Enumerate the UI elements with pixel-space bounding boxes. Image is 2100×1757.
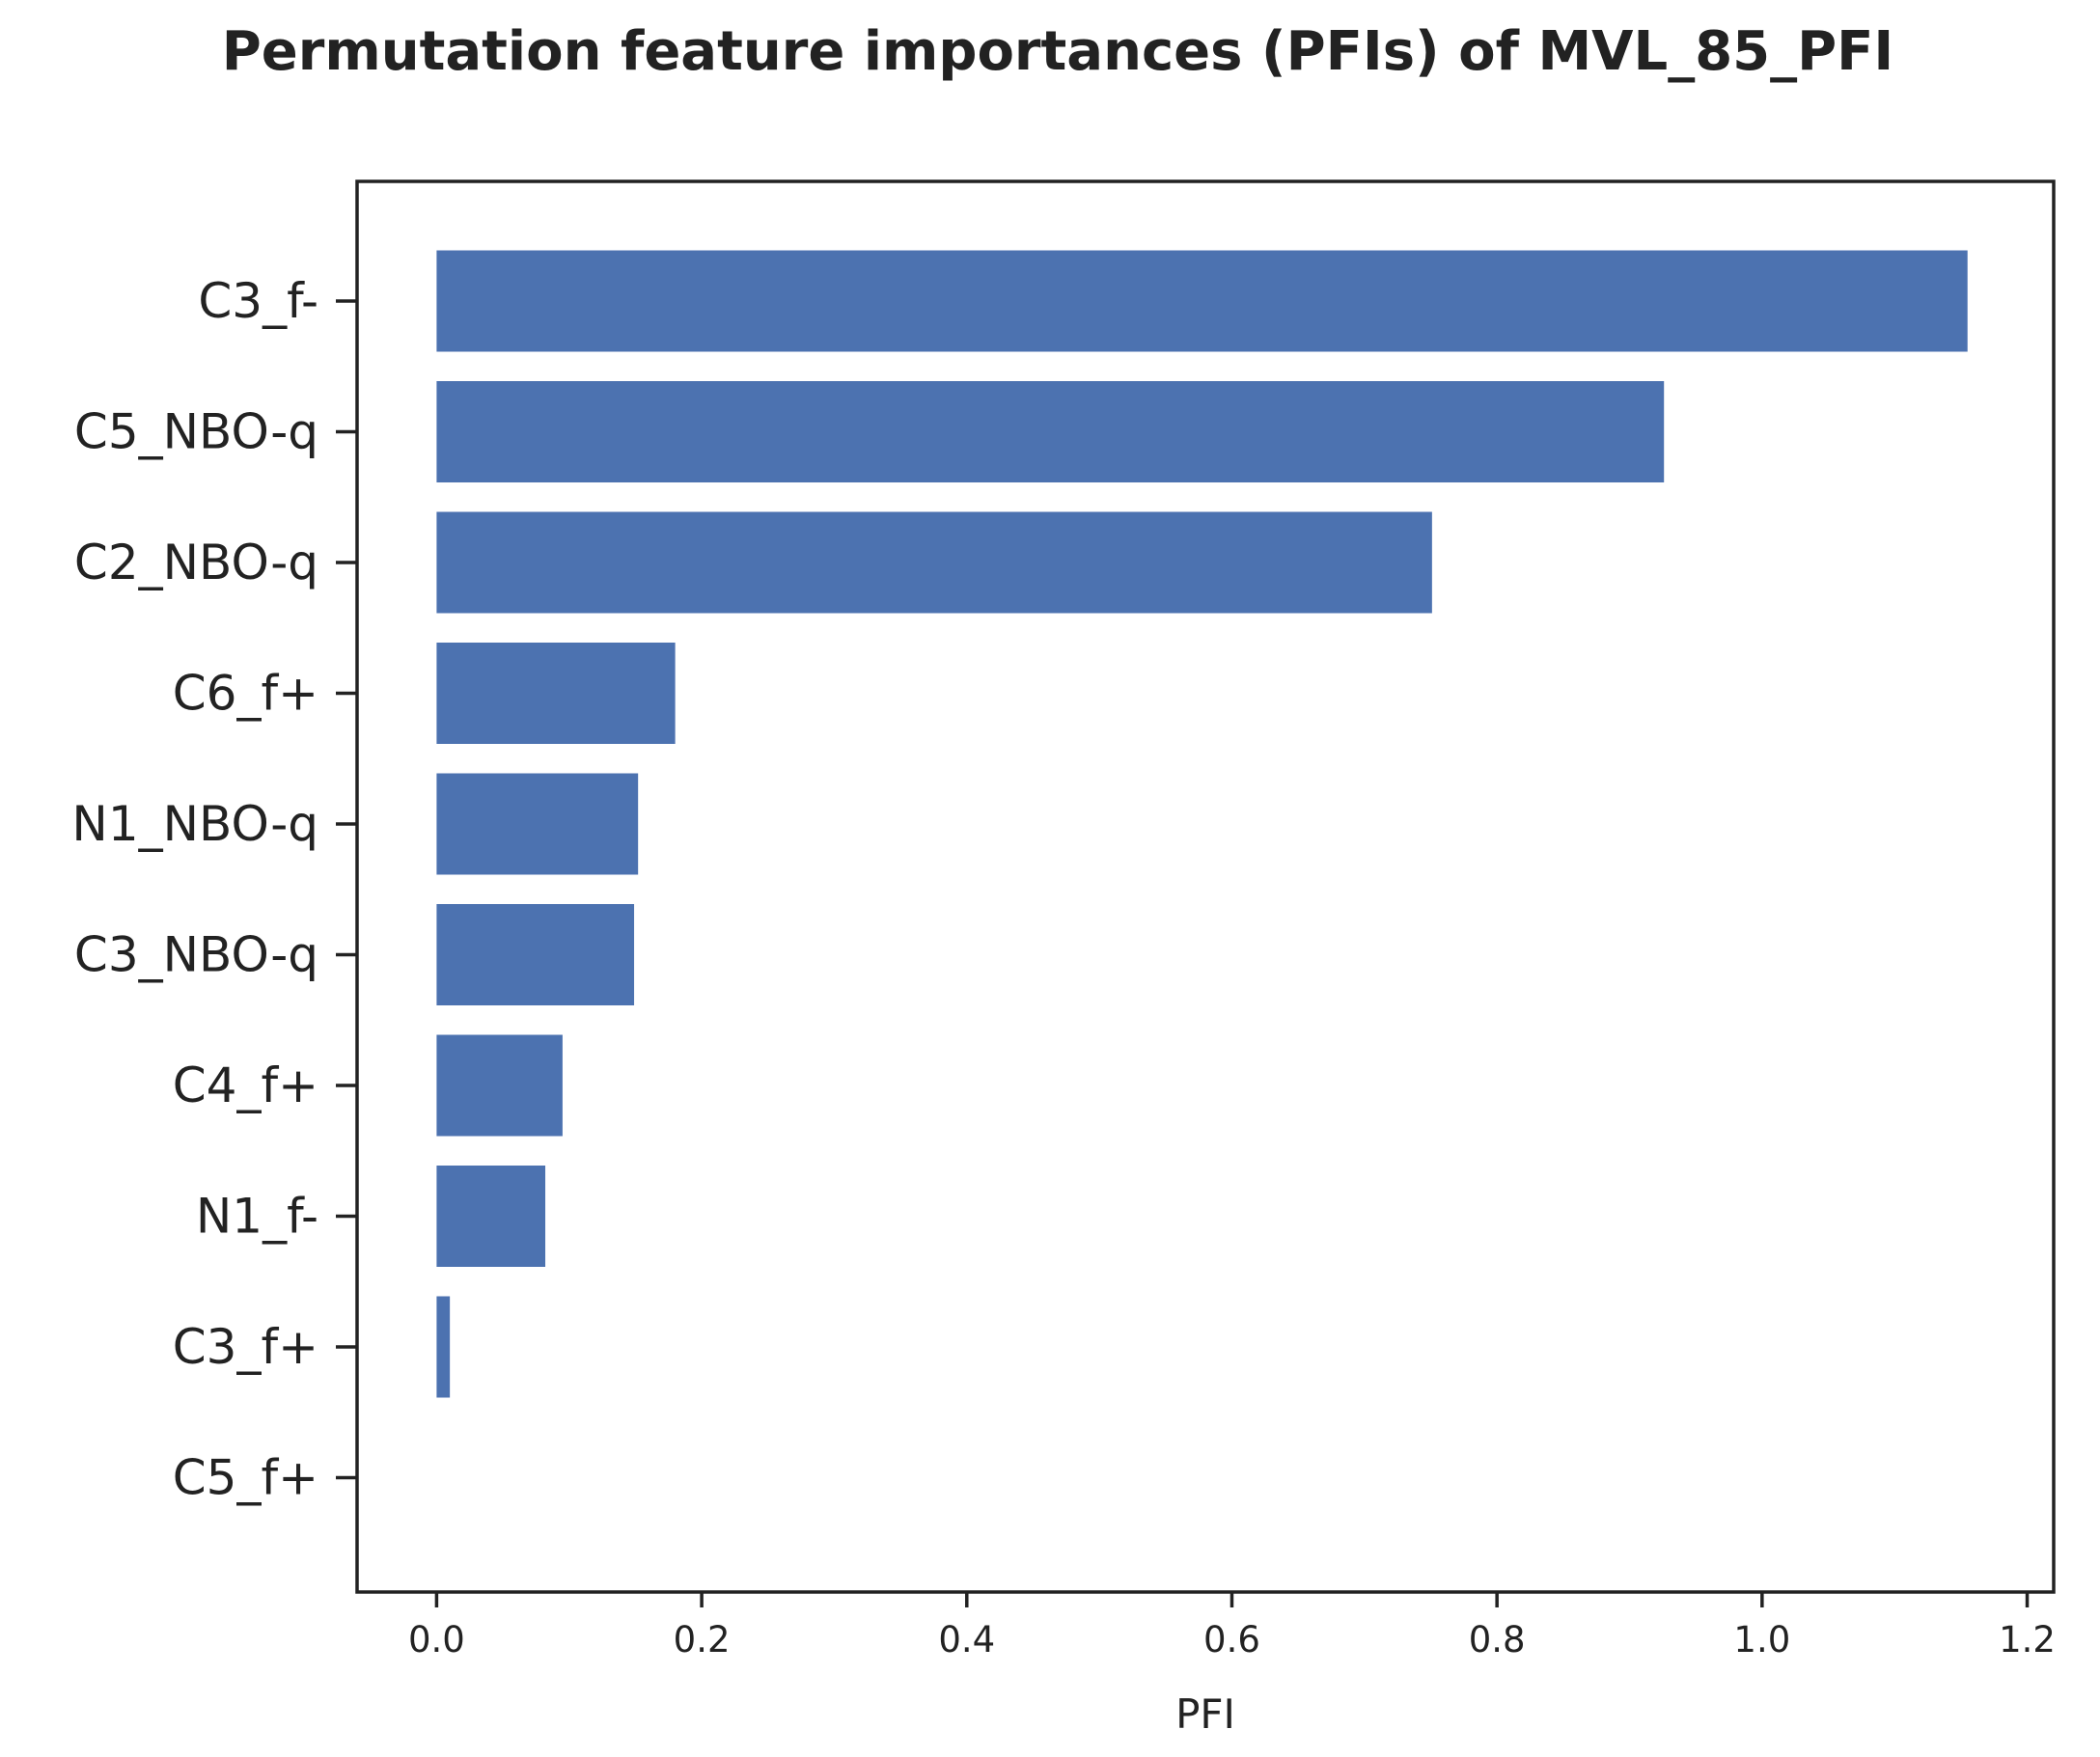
x-tick-label: 1.2 [1999, 1619, 2056, 1661]
bar [436, 773, 639, 875]
bar [436, 1034, 563, 1137]
bars-layer [436, 250, 1968, 1398]
bar [436, 1296, 451, 1398]
y-tick-label: C3_f+ [173, 1319, 318, 1375]
x-tick-label: 0.8 [1469, 1619, 1526, 1661]
x-axis: 0.0 0.2 0.4 0.6 0.8 1.0 1.2 [408, 1592, 2056, 1661]
x-tick-label: 1.0 [1733, 1619, 1790, 1661]
bar [436, 381, 1665, 482]
bar [436, 643, 676, 744]
y-tick-label: C3_f- [198, 273, 318, 329]
bar [436, 511, 1432, 614]
x-tick-label: 0.4 [938, 1619, 995, 1661]
y-tick-label: N1_f- [196, 1189, 318, 1245]
x-tick-label: 0.0 [408, 1619, 465, 1661]
y-tick-label: C5_NBO-q [74, 404, 318, 460]
bar [436, 250, 1968, 352]
x-tick-label: 0.6 [1203, 1619, 1260, 1661]
y-tick-label: C3_NBO-q [74, 927, 318, 983]
bar [436, 1166, 546, 1267]
y-tick-label: C2_NBO-q [74, 535, 318, 590]
chart-title: Permutation feature importances (PFIs) o… [222, 20, 1894, 83]
y-tick-label: C6_f+ [173, 666, 318, 722]
y-tick-label: N1_NBO-q [71, 796, 318, 852]
y-axis: C3_f- C5_NBO-q C2_NBO-q C6_f+ N1_NBO-q C3_NBO… [71, 273, 357, 1506]
x-axis-label: PFI [1175, 1690, 1235, 1738]
y-tick-label: C4_f+ [173, 1057, 318, 1113]
bar [436, 904, 635, 1005]
y-tick-label: C5_f+ [173, 1450, 318, 1506]
plot-frame [355, 179, 2056, 1594]
x-tick-label: 0.2 [674, 1619, 731, 1661]
